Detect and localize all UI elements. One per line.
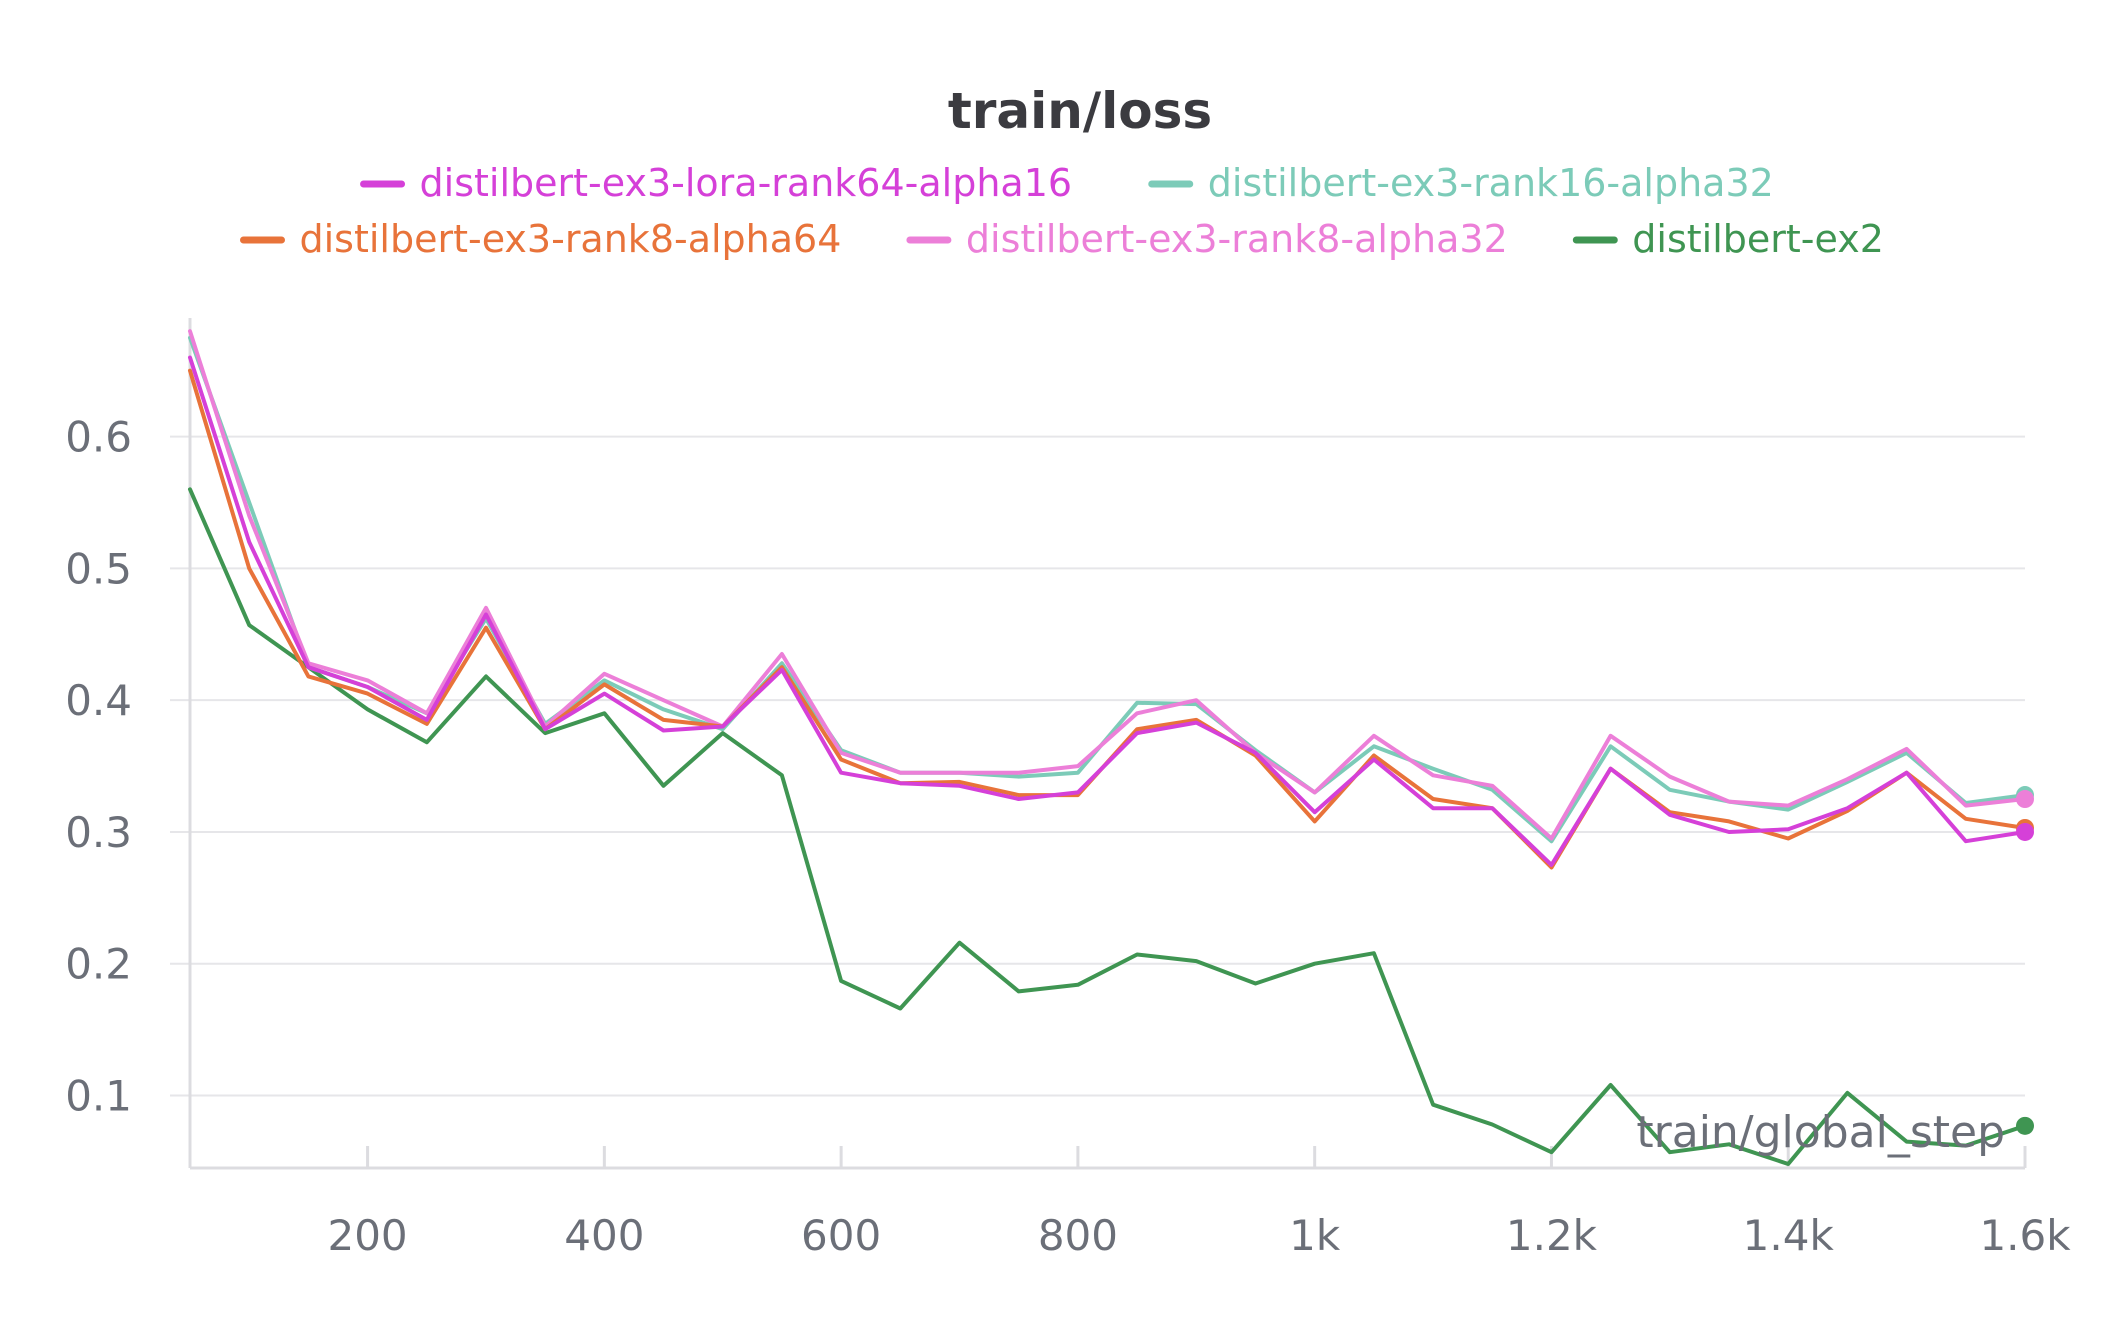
legend-item-distilbert-ex3-lora-rank64-alpha16[interactable]: distilbert-ex3-lora-rank64-alpha16: [360, 161, 1073, 205]
y-tick-label: 0.2: [65, 940, 132, 989]
tick-labels: 0.1 0.2 0.3 0.4 0.5 0.6 200 400 600 800 1k 1.2k 1.4k…: [65, 413, 2071, 1260]
series-line-distilbert-ex3-rank16-alpha32: [188, 335, 2027, 844]
series-line-distilbert-ex3-lora-rank64-alpha16: [188, 355, 2027, 867]
x-tick-label: 1k: [1289, 1211, 1341, 1260]
series-line-distilbert-ex3-rank8-alpha64: [188, 368, 2027, 870]
y-tick-label: 0.5: [65, 544, 132, 593]
legend-item-distilbert-ex2[interactable]: distilbert-ex2: [1572, 217, 1884, 261]
legend-label: distilbert-ex3-rank8-alpha32: [966, 217, 1508, 261]
x-tick-label: 1.4k: [1743, 1211, 1835, 1260]
legend[interactable]: distilbert-ex3-lora-rank64-alpha16 distil…: [240, 161, 1884, 261]
legend-label: distilbert-ex3-rank8-alpha64: [300, 217, 842, 261]
x-tick-label: 1.2k: [1506, 1211, 1598, 1260]
series-endpoint-distilbert-ex2: [2016, 1116, 2034, 1135]
y-tick-label: 0.3: [65, 808, 132, 857]
y-tick-label: 0.4: [65, 676, 132, 725]
chart-title: train/loss: [948, 82, 1212, 140]
series-lines: [188, 329, 2027, 1166]
y-tick-label: 0.1: [65, 1072, 132, 1121]
series-endpoint-distilbert-ex3-rank8-alpha32: [2016, 790, 2034, 809]
legend-label: distilbert-ex3-lora-rank64-alpha16: [420, 161, 1073, 205]
legend-item-distilbert-ex3-rank8-alpha32[interactable]: distilbert-ex3-rank8-alpha32: [906, 217, 1508, 261]
axes: [188, 318, 2027, 1170]
x-tick-label: 200: [327, 1211, 407, 1260]
series-endpoints: [2016, 786, 2034, 1135]
x-tick-label: 800: [1038, 1211, 1118, 1260]
series-line-distilbert-ex2: [188, 487, 2027, 1166]
x-axis-label: train/global_step: [1636, 1107, 2005, 1158]
legend-label: distilbert-ex3-rank16-alpha32: [1208, 161, 1774, 205]
grid: [170, 435, 2025, 1097]
legend-item-distilbert-ex3-rank16-alpha32[interactable]: distilbert-ex3-rank16-alpha32: [1148, 161, 1774, 205]
series-line-distilbert-ex3-rank8-alpha32: [188, 329, 2027, 841]
x-tick-label: 400: [564, 1211, 644, 1260]
y-tick-label: 0.6: [65, 413, 132, 462]
x-tick-label: 1.6k: [1979, 1211, 2071, 1260]
series-endpoint-distilbert-ex3-lora-rank64-alpha16: [2016, 822, 2034, 841]
legend-label: distilbert-ex2: [1632, 217, 1884, 261]
x-tick-label: 600: [801, 1211, 881, 1260]
legend-item-distilbert-ex3-rank8-alpha64[interactable]: distilbert-ex3-rank8-alpha64: [240, 217, 842, 261]
